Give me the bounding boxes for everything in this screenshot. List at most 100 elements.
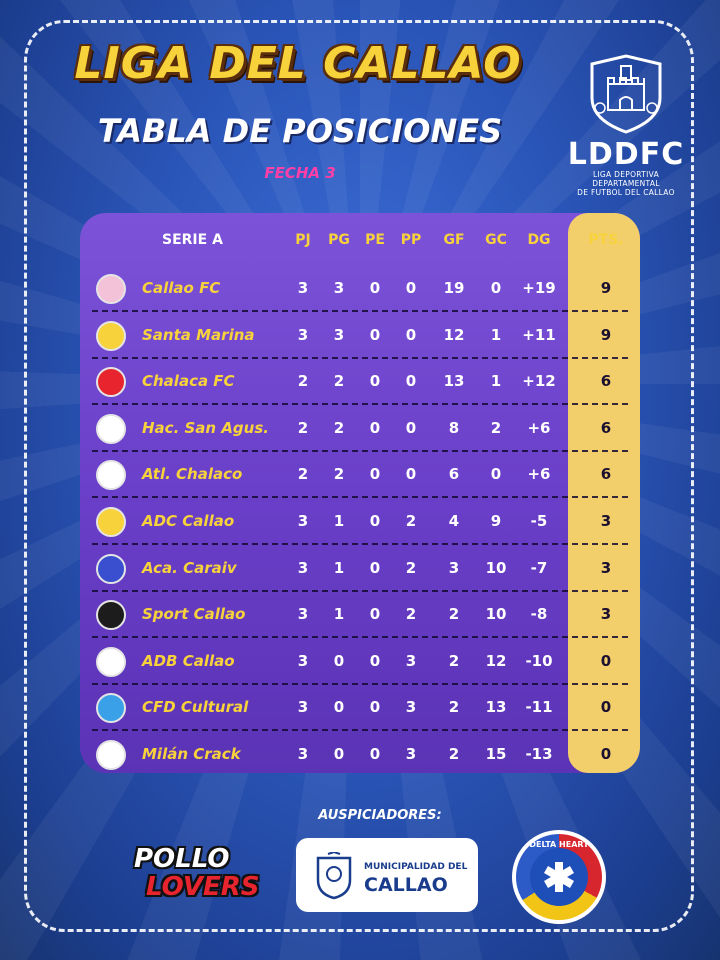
cell-pj: 3	[297, 651, 309, 670]
cell-dg: -13	[525, 745, 553, 763]
cell-dg: -11	[525, 698, 553, 717]
cell-pj: 3	[297, 745, 309, 763]
cell-pp: 3	[405, 698, 417, 717]
sponsor-delta-label: DELTA HEART	[529, 840, 589, 849]
league-abbr: LDDFC	[567, 137, 685, 172]
cell-pts: 3	[600, 512, 612, 530]
cell-gc: 12	[485, 651, 507, 670]
cell-pts: 3	[600, 605, 612, 624]
table-row: Callao FC 3 3 0 0 19 0 +19 9	[80, 266, 640, 312]
cell-pg: 0	[333, 745, 345, 763]
col-header-pg: PG	[328, 232, 350, 248]
cell-pe: 0	[369, 745, 381, 763]
team-name: CFD Cultural	[142, 698, 249, 717]
cell-pp: 0	[405, 465, 417, 484]
cell-pg: 2	[333, 372, 345, 391]
cell-pg: 2	[333, 465, 345, 484]
cell-pg: 0	[333, 698, 345, 717]
league-fullname-1: LIGA DEPORTIVA DEPARTAMENTAL	[592, 170, 660, 188]
row-divider	[92, 543, 628, 545]
cell-pj: 3	[297, 325, 309, 344]
cell-pts: 3	[600, 558, 612, 577]
cell-pg: 3	[333, 279, 345, 297]
table-row: Sport Callao 3 1 0 2 2 10 -8 3	[80, 592, 640, 639]
team-name: ADC Callao	[142, 512, 235, 530]
cell-pg: 1	[333, 605, 345, 624]
table-row: Chalaca FC 2 2 0 0 13 1 +12 6	[80, 359, 640, 406]
cell-pj: 2	[297, 465, 309, 484]
cell-gf: 2	[448, 651, 460, 670]
cell-gf: 2	[448, 605, 460, 624]
row-divider	[92, 729, 628, 732]
cell-dg: -7	[530, 558, 548, 577]
cell-pj: 3	[297, 605, 309, 624]
cell-pts: 0	[600, 698, 612, 717]
sponsor-pollo-line1: POLLO	[134, 844, 230, 874]
cell-pe: 0	[369, 605, 381, 624]
cell-gc: 0	[490, 279, 502, 297]
team-crest-icon	[96, 600, 126, 631]
table-row: ADB Callao 3 0 0 3 2 12 -10 0	[80, 639, 640, 685]
cell-pg: 0	[333, 651, 345, 670]
team-crest-icon	[96, 693, 126, 724]
cell-dg: +6	[527, 418, 551, 437]
table-row: Aca. Caraiv 3 1 0 2 3 10 -7 3	[80, 546, 640, 592]
cell-dg: -10	[525, 651, 553, 670]
cell-pp: 2	[405, 605, 417, 624]
cell-gc: 10	[485, 605, 507, 624]
cell-dg: +19	[522, 279, 556, 297]
matchday-label: FECHA 3	[264, 164, 336, 182]
league-fullname-2: DE FUTBOL DEL CALLAO	[577, 188, 675, 197]
cell-pts: 0	[600, 651, 612, 670]
cell-pj: 3	[297, 558, 309, 577]
sponsor-muni-line2: CALLAO	[364, 874, 448, 896]
cell-pp: 0	[405, 325, 417, 344]
team-crest-icon	[96, 553, 126, 584]
league-logo: LDDFC LIGA DEPORTIVA DEPARTAMENTAL DE FU…	[566, 54, 686, 197]
points-column-highlight	[568, 213, 640, 773]
col-header-gf: GF	[443, 232, 465, 248]
city-shield-icon	[316, 852, 352, 900]
cell-pj: 3	[297, 698, 309, 717]
cell-pe: 0	[369, 651, 381, 670]
table-row: ADC Callao 3 1 0 2 4 9 -5 3	[80, 499, 640, 545]
standings-table	[80, 213, 640, 773]
cell-gf: 13	[443, 372, 465, 391]
cell-gc: 9	[490, 512, 502, 530]
cell-pe: 0	[369, 418, 381, 437]
team-name: Callao FC	[142, 279, 221, 297]
col-header-gc: GC	[485, 232, 507, 248]
team-crest-icon	[96, 367, 126, 398]
cell-pj: 2	[297, 372, 309, 391]
sponsors-label: AUSPICIADORES:	[318, 808, 442, 823]
cell-pe: 0	[369, 279, 381, 297]
cell-pp: 2	[405, 512, 417, 530]
cell-gc: 10	[485, 558, 507, 577]
sponsor-delta-heart: DELTA HEART	[512, 830, 606, 924]
team-name: Hac. San Agus.	[142, 418, 269, 437]
cell-pj: 3	[297, 512, 309, 530]
row-divider	[92, 449, 628, 452]
team-crest-icon	[96, 413, 126, 444]
team-crest-icon	[96, 460, 126, 491]
row-divider	[92, 589, 628, 592]
sponsor-municipalidad: MUNICIPALIDAD DEL CALLAO	[296, 838, 478, 912]
cell-gc: 15	[485, 745, 507, 763]
star-of-life-icon	[530, 848, 588, 906]
cell-pg: 2	[333, 418, 345, 437]
team-name: Atl. Chalaco	[142, 465, 243, 484]
cell-gc: 1	[490, 372, 502, 391]
row-divider	[92, 356, 628, 359]
cell-dg: +12	[522, 372, 556, 391]
cell-pg: 1	[333, 512, 345, 530]
cell-pts: 9	[600, 279, 612, 297]
cell-gc: 0	[490, 465, 502, 484]
cell-dg: +6	[527, 465, 551, 484]
cell-gf: 6	[448, 465, 460, 484]
cell-gc: 2	[490, 418, 502, 437]
cell-pts: 6	[600, 418, 612, 437]
team-name: Sport Callao	[142, 605, 246, 624]
cell-pts: 0	[600, 745, 612, 763]
table-row: Hac. San Agus. 2 2 0 0 8 2 +6 6	[80, 406, 640, 452]
col-header-pe: PE	[365, 232, 385, 248]
